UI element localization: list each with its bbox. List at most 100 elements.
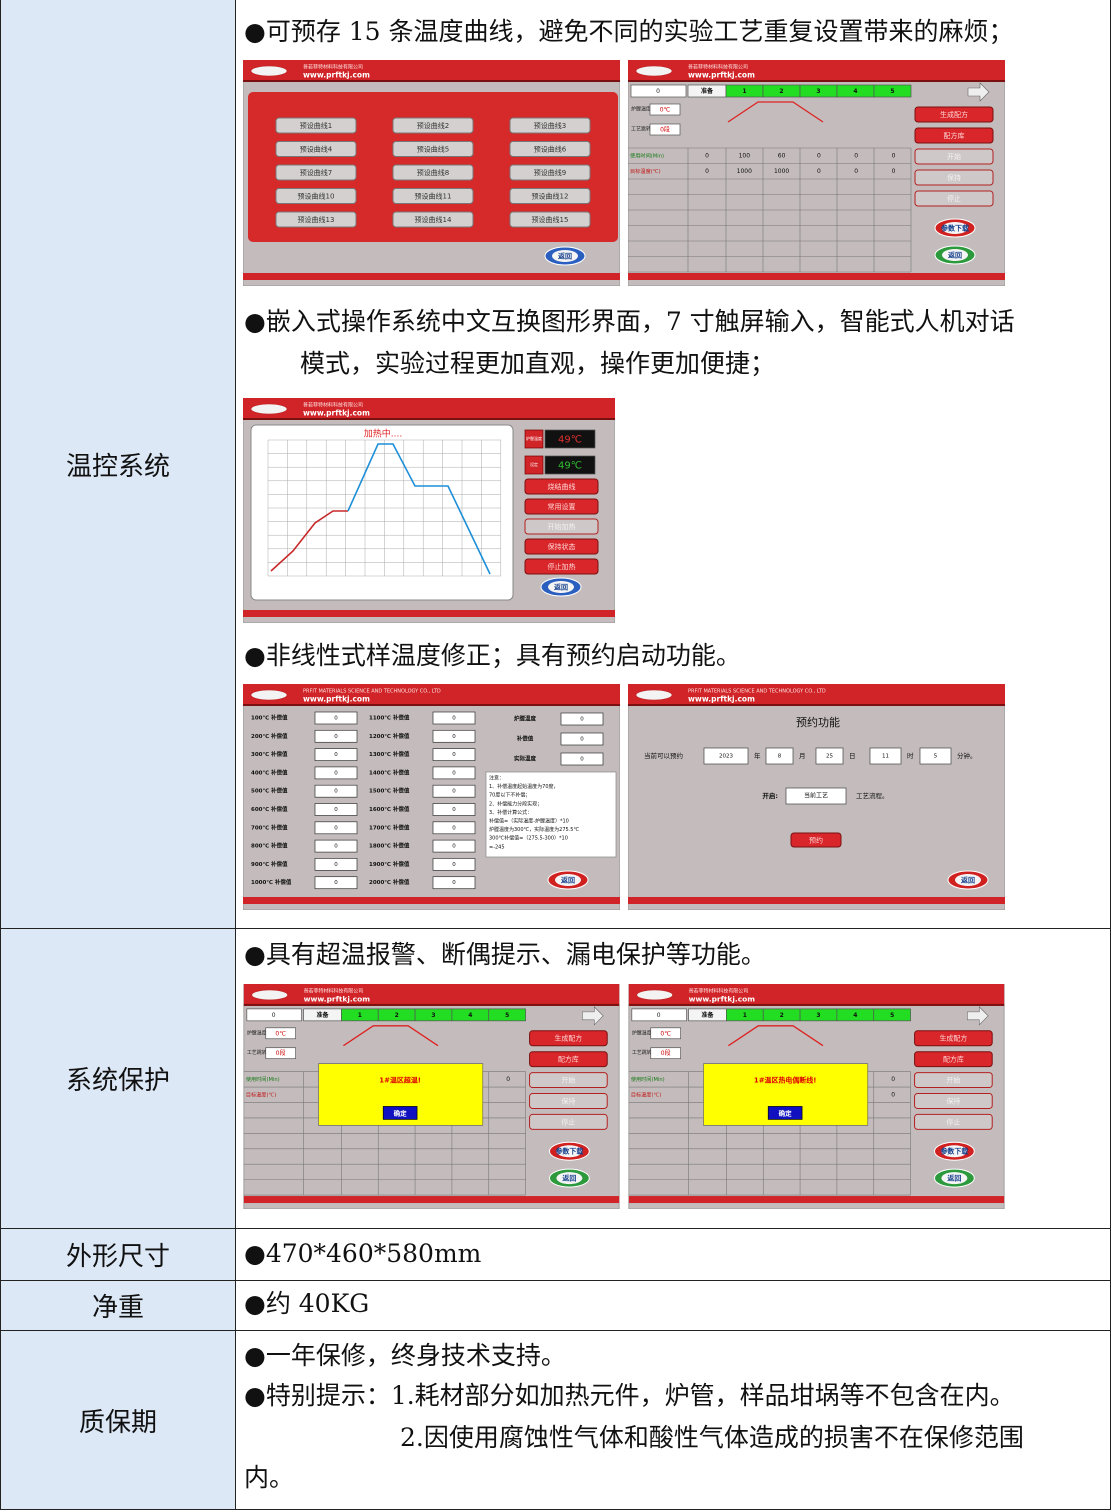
button-label: 预设曲线3: [534, 121, 566, 130]
row-label: 目标温度(℃): [631, 1091, 661, 1099]
field-value: 0段: [660, 126, 670, 134]
button-label: 配方库: [558, 1055, 579, 1064]
feature-text: 2.因使用腐蚀性气体和酸性气体造成的损害不在保修范围: [400, 1423, 1024, 1452]
button-label: 返回: [948, 251, 962, 260]
button-label: 预设曲线2: [417, 121, 449, 130]
feature-text: ●470*460*580mm: [244, 1239, 482, 1268]
entry-box: [314, 748, 358, 761]
button: [914, 1072, 993, 1089]
footer-bar: [628, 273, 1005, 280]
button: [509, 164, 591, 181]
step-label: 2: [395, 1012, 399, 1019]
curve-pending: [347, 443, 491, 575]
date-value: 25: [826, 754, 833, 760]
step-label: 准备: [701, 87, 714, 95]
entry-box: [314, 839, 358, 853]
step-label: 2: [780, 1012, 784, 1019]
button: [529, 1093, 608, 1109]
entry-label: 1200℃ 补偿值: [369, 732, 410, 740]
entry-value: 0: [334, 844, 338, 850]
logo: [635, 65, 673, 77]
entry-value: 0: [452, 734, 456, 740]
footer-bar: [243, 897, 620, 904]
entry-value: 0: [452, 880, 456, 886]
logo: [250, 689, 288, 701]
button-label: 预设曲线13: [298, 215, 335, 224]
feature-text: ●可预存 15 条温度曲线，避免不同的实验工艺重复设置带来的麻烦；: [244, 17, 1014, 46]
entry-box: [432, 711, 476, 725]
row-value: 1000: [737, 168, 752, 175]
curve-done: [270, 510, 348, 572]
counter-box: [246, 1008, 302, 1022]
round-button-face: [942, 249, 968, 261]
entry-value: 0: [452, 825, 456, 831]
round-button-face: [548, 581, 574, 593]
row-value: 0: [817, 153, 821, 160]
button-label: 开始: [946, 1076, 960, 1085]
row-value: 0: [854, 153, 858, 160]
entry-value: 0: [334, 734, 338, 740]
header-bar: [243, 60, 620, 82]
entry-label: 500℃ 补偿值: [251, 787, 288, 795]
reading-label: 实际温度: [514, 755, 537, 763]
round-button-face: [556, 1145, 583, 1158]
note-line: 1、补偿温度起始温度为70度，: [489, 783, 559, 790]
header-edge: [628, 1003, 1005, 1006]
field-box: [265, 1027, 296, 1040]
entry-box: [432, 839, 476, 853]
button-label: 生成配方: [554, 1034, 582, 1043]
row-label: 目标温度(℃): [246, 1091, 276, 1099]
field-label: 工艺跳转: [631, 126, 651, 133]
entry-label: 100℃ 补偿值: [251, 714, 288, 722]
logo: [251, 989, 288, 1001]
entry-value: 0: [452, 844, 456, 850]
button: [914, 1113, 993, 1130]
button-label: 开始: [947, 152, 961, 161]
arrow-icon: [582, 1006, 604, 1026]
field-value: 0段: [276, 1049, 286, 1057]
button: [529, 1113, 608, 1130]
row-value: 0: [892, 168, 896, 175]
note-line: 炉膛温度为300℃，实际温度为275.5℃: [489, 826, 579, 833]
header-bar: [628, 984, 1005, 1006]
button: [524, 558, 599, 575]
button-label: 预约: [809, 836, 823, 845]
button-label: 返回: [554, 583, 568, 592]
field-box: [650, 1047, 681, 1060]
entry-box: [314, 729, 358, 743]
field-value: 0℃: [660, 1030, 671, 1037]
button-label: 返回: [561, 876, 575, 885]
field-box: [649, 103, 681, 116]
button-label: 预设曲线14: [415, 215, 452, 224]
button-label: 生成配方: [940, 110, 968, 119]
entry-box: [432, 766, 476, 780]
entry-label: 300℃ 补偿值: [251, 750, 288, 758]
button-label: 配方库: [943, 1055, 964, 1064]
button-label: 预设曲线10: [298, 192, 335, 201]
button: [914, 169, 994, 186]
readout-label: 炉膛温度: [526, 435, 542, 441]
round-button-face: [941, 1145, 968, 1158]
date-box: [919, 747, 952, 765]
entry-value: 0: [452, 716, 456, 722]
note-box: [485, 771, 617, 858]
step-label: 2: [779, 88, 783, 95]
site-url: www.prftkj.com: [303, 71, 370, 80]
date-unit: 月: [799, 752, 806, 760]
header-bar: [628, 60, 1005, 82]
site-url: www.prftkj.com: [689, 994, 756, 1003]
field-label: 炉膛温度: [247, 1029, 267, 1036]
readout-label-box: [524, 429, 544, 449]
button: [914, 190, 994, 207]
feature-text: ●具有超温报警、断偶提示、漏电保护等功能。: [244, 940, 766, 969]
button-label: 参数下载: [940, 1147, 968, 1156]
logo: [636, 989, 673, 1001]
screen-text: 0: [657, 1012, 661, 1019]
button-label: 预设曲线15: [532, 215, 569, 224]
entry-label: 200℃ 补偿值: [251, 732, 288, 740]
button: [524, 498, 599, 515]
logo: [250, 403, 288, 415]
screen-text: 0: [272, 1012, 276, 1019]
button: [275, 141, 357, 157]
